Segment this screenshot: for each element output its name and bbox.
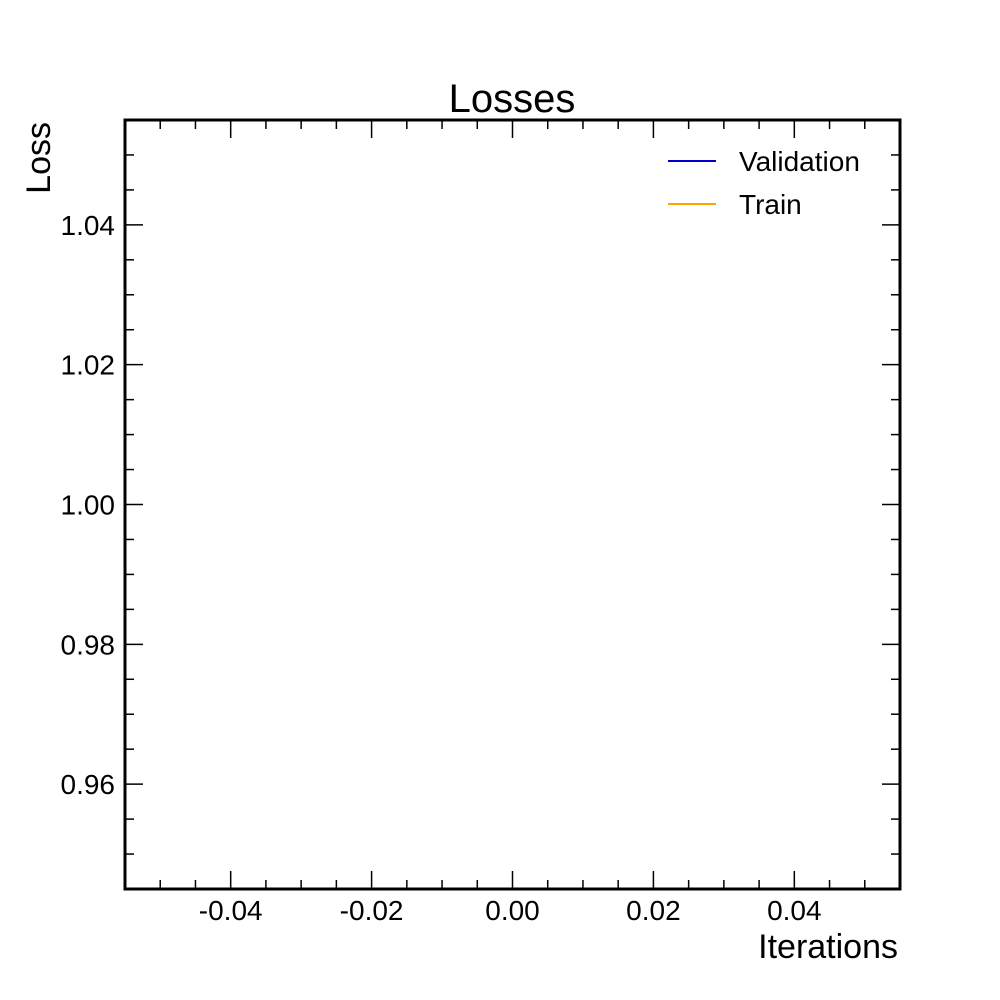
legend-label-validation: Validation — [739, 146, 860, 177]
legend-label-train: Train — [739, 189, 802, 220]
plot-frame — [123, 118, 902, 891]
major-ticks — [125, 120, 900, 889]
y-tick-labels: 0.96 0.98 1.00 1.02 1.04 — [61, 210, 116, 800]
y-tick-label: 1.02 — [61, 350, 116, 381]
y-tick-label: 0.96 — [61, 769, 116, 800]
y-tick-label: 1.00 — [61, 490, 116, 521]
chart-title: Losses — [449, 77, 576, 121]
x-axis-label: Iterations — [758, 928, 898, 966]
x-tick-label: 0.02 — [626, 895, 681, 926]
x-tick-labels: -0.04 -0.02 0.00 0.02 0.04 — [199, 895, 822, 926]
y-axis-label: Loss — [20, 122, 58, 194]
legend-item-validation: Validation — [668, 146, 860, 177]
minor-ticks — [124, 119, 901, 890]
x-tick-label: -0.02 — [340, 895, 404, 926]
x-tick-label: -0.04 — [199, 895, 263, 926]
legend-item-train: Train — [668, 189, 802, 220]
legend: Validation Train — [668, 146, 860, 220]
y-tick-label: 0.98 — [61, 629, 116, 660]
x-tick-label: 0.04 — [767, 895, 822, 926]
x-tick-label: 0.00 — [485, 895, 540, 926]
y-tick-label: 1.04 — [61, 210, 116, 241]
